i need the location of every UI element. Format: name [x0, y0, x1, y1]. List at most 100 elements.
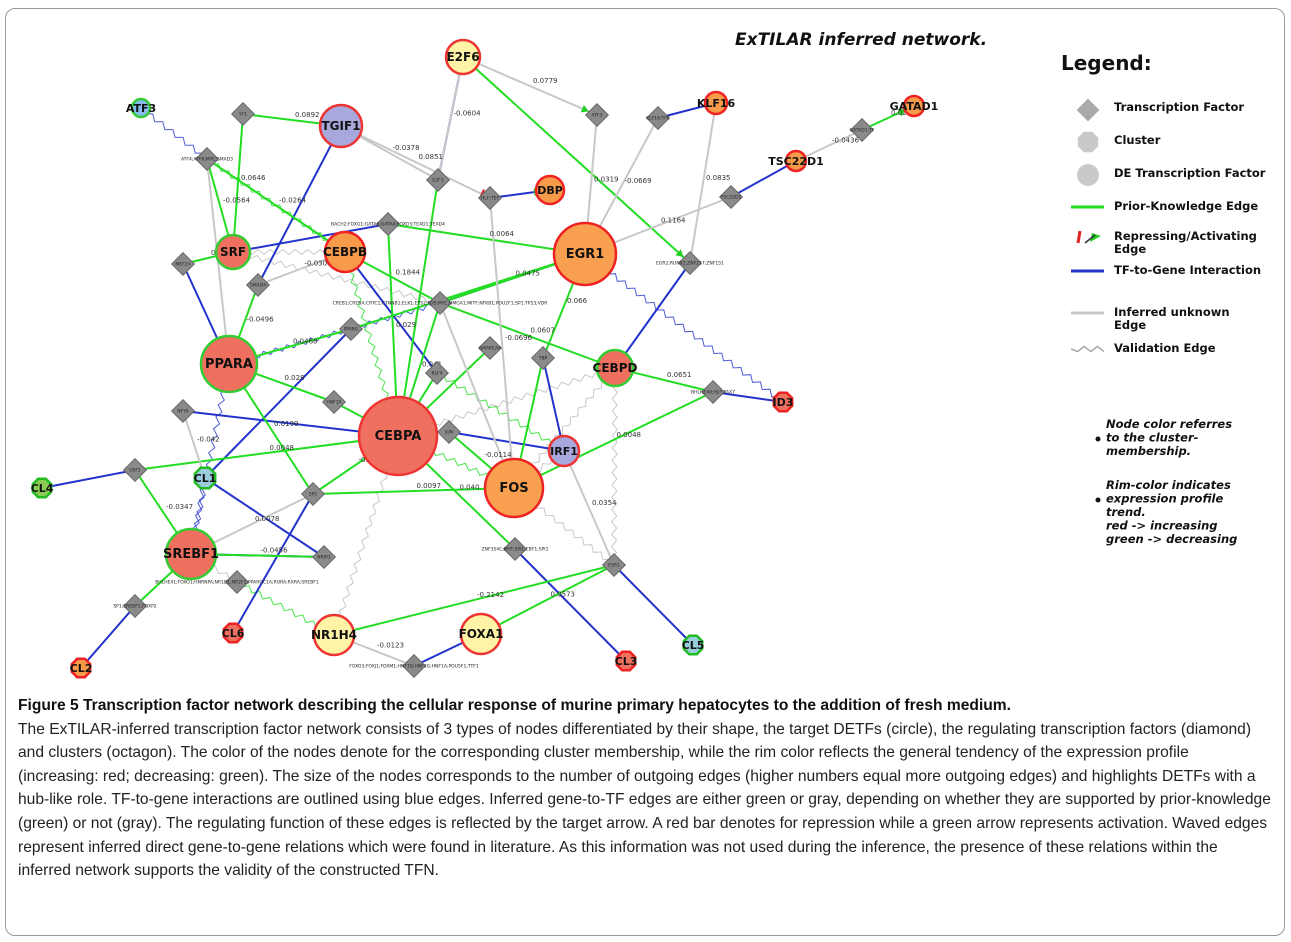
tf-node: NRIP1 — [311, 544, 337, 570]
edge-weight-label: 0.0573 — [551, 591, 576, 599]
de-tf-node: TGIF1 — [318, 103, 364, 149]
tf-node: HLF;TEF — [477, 185, 503, 211]
cluster-octagon — [70, 657, 92, 679]
tf-diamond — [849, 117, 875, 143]
edge-weight-label: -0.0123 — [377, 642, 404, 650]
edge-weight-label: 0.0651 — [667, 371, 692, 379]
de-tf-node: IRF1 — [547, 434, 581, 468]
de-circle — [357, 395, 439, 477]
tf-diamond — [170, 251, 196, 277]
tf-diamond — [338, 316, 364, 342]
de-tf-node: ATF3 — [126, 97, 156, 119]
legend-item-tfgene: TF-to-Gene Interaction — [1071, 263, 1261, 277]
tf-node-label: USF1 — [129, 468, 141, 474]
node-label: IRF1 — [550, 445, 578, 458]
de-tf-node: FOXA1 — [459, 612, 503, 656]
validation-edge — [610, 367, 619, 566]
validation-edge — [228, 300, 440, 366]
legend-item-de: DE Transcription Factor — [1077, 164, 1266, 186]
edge-weight-label: -0.0604 — [454, 110, 482, 118]
de-circle — [595, 348, 635, 388]
de-circle — [444, 38, 482, 76]
tf-diamond — [245, 272, 271, 298]
tf-diamond — [224, 569, 250, 595]
cluster-octagon — [682, 634, 704, 656]
node-label: NR1H4 — [311, 628, 357, 642]
tf-node-label: SMARCA4 — [479, 346, 501, 352]
legend-note-text: Rim-color indicates expression profile tre… — [1106, 478, 1237, 546]
tf-node: E2F1 — [425, 167, 451, 193]
de-circle — [199, 334, 259, 394]
tf-diamond — [321, 389, 347, 415]
de-tf-node: KLF16 — [697, 90, 736, 116]
node-label: CL2 — [70, 662, 93, 675]
figure-caption: Figure 5 Transcription factor network de… — [18, 694, 1273, 883]
legend-note: Node color referres to the cluster-member… — [1095, 417, 1232, 458]
tf-gene-edge — [257, 125, 342, 286]
edge-weight-label: 0.0475 — [516, 270, 541, 278]
de-nodes-layer: E2F6 KLF16 GATAD1 ATF3 TGIF1 TSC22D1 DBP EGR1 SR… — [31, 38, 939, 679]
de-circle — [547, 434, 581, 468]
de-tf-node: FOS — [483, 457, 545, 519]
cluster-octagon — [31, 477, 53, 499]
de-tf-node: NR1H4 — [311, 613, 357, 657]
legend-diamond-icon — [1076, 98, 1100, 122]
tf-node: HNF1A — [321, 389, 347, 415]
de-circle — [534, 174, 566, 206]
node-label: SRF — [220, 245, 246, 259]
tf-nodes-layer: YY1 ATF4;ATF6;MYC;SMAD3 E2F1 HLF;TEF ATF3 KLF… — [113, 101, 875, 679]
tf-node-label: SP1 — [309, 492, 318, 498]
tf-node-label: EGR2;RUNX2;ZNF217;ZNF151 — [656, 261, 724, 267]
tf-node-label: BHLHE40;HLF;PAX7 — [691, 390, 735, 396]
legend-item-cluster: Cluster — [1077, 131, 1161, 153]
legend-item-label: Transcription Factor — [1114, 100, 1244, 114]
tf-node: BHLHE41;FOXO1;HNRNPA;NR1D1;NR2F1;PPARGC1… — [155, 569, 319, 595]
edge-weight-label: -0.0114 — [485, 451, 513, 459]
tf-node-label: NFYA — [177, 409, 189, 415]
node-label: PPARA — [205, 357, 253, 372]
node-label: KLF16 — [697, 97, 736, 110]
node-label: GATAD1 — [890, 100, 939, 113]
tf-node-label: ZNF354C;MYF;SPI1;EBF1;SPI1 — [482, 547, 549, 553]
node-label: TSC22D1 — [768, 155, 824, 168]
inferred-edge — [439, 302, 515, 489]
tf-diamond — [300, 481, 326, 507]
edge-weight-label: 0.0607 — [531, 327, 556, 335]
tf-gene-edge — [41, 469, 136, 489]
node-label: CL3 — [615, 655, 638, 668]
tf-node: KLF16;TFE — [645, 105, 671, 131]
tf-diamond — [194, 146, 220, 172]
de-circle — [483, 457, 545, 519]
tf-node: EGR2;RUNX2;ZNF217;ZNF151 — [656, 250, 724, 276]
node-label: DBP — [537, 184, 563, 197]
edge-weight-label: 0.0199 — [274, 420, 299, 428]
prior-knowledge-edge — [439, 302, 616, 369]
tf-node: ATF3 — [584, 102, 610, 128]
tf-node: GATAD1;TF — [849, 117, 875, 143]
tf-gene-edge — [448, 431, 565, 452]
tf-node-label: SP1;SREBF1;FOXP2 — [113, 604, 156, 610]
legend-repress-icon — [1076, 230, 1082, 244]
node-label: CL6 — [222, 627, 245, 640]
tf-node: FOXO3;FOXJ1;FOXM1;HNF1B;HNF3G;HNF1A;POU5… — [349, 653, 479, 679]
node-label: CEBPB — [323, 245, 367, 259]
tf-gene-edge — [232, 223, 389, 253]
tf-node-label: TBP — [538, 356, 548, 362]
activating-arrow — [897, 109, 906, 117]
edge-weight-label: 0.0354 — [592, 499, 617, 507]
cluster-node: ID3 — [772, 391, 794, 413]
tf-node-label: E2F1 — [432, 178, 443, 184]
de-circle — [323, 230, 367, 274]
cluster-node: CL2 — [70, 657, 93, 679]
tf-diamond — [530, 345, 556, 371]
edge-weight-label: -0.0456 — [261, 547, 289, 555]
inferred-edge — [340, 125, 491, 199]
tf-gene-edge — [80, 605, 136, 669]
de-circle — [318, 103, 364, 149]
prior-knowledge-edge — [387, 223, 586, 255]
figure-frame — [5, 8, 1285, 936]
legend-item-label: Inferred unknown Edge — [1114, 305, 1230, 332]
activating-arrow — [675, 249, 684, 257]
tf-node-label: ESR1 — [608, 563, 620, 569]
tf-node-label: HNF1A — [326, 400, 342, 406]
